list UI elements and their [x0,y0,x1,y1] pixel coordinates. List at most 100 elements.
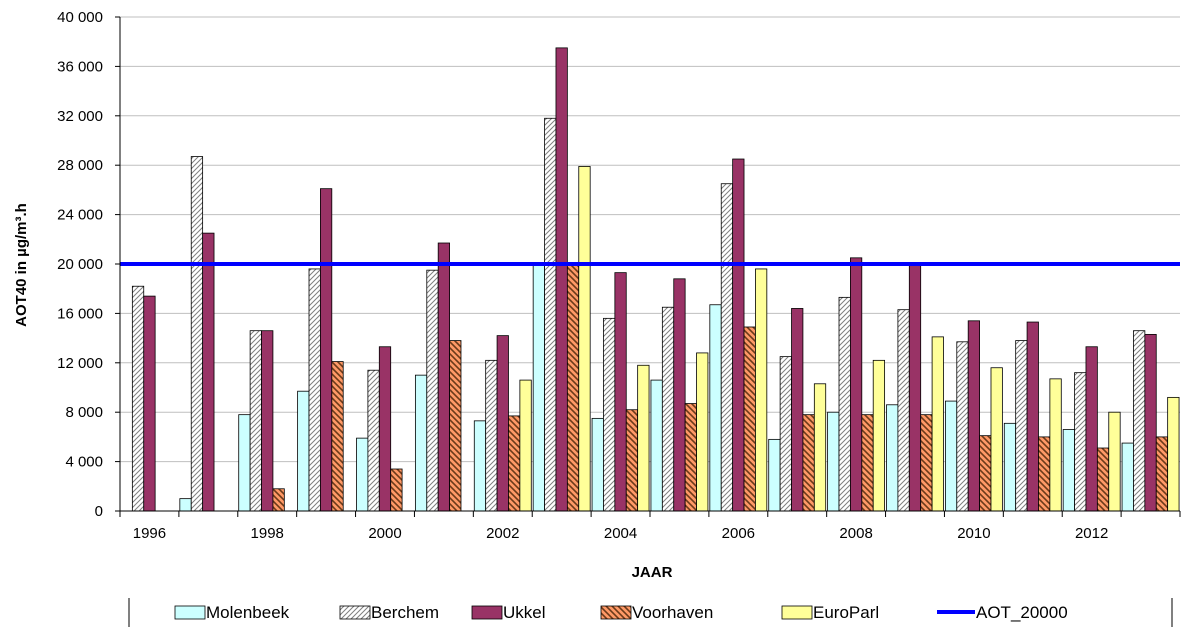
legend-swatch-molenbeek [175,606,205,619]
bar-berchem-1998 [250,331,261,511]
bar-voorhaven-2009 [921,415,932,511]
legend-swatch-voorhaven [601,606,631,619]
bar-molenbeek-2012 [1063,429,1074,511]
bar-europarl-2004 [638,365,649,511]
bar-berchem-2012 [1075,373,1086,511]
bar-molenbeek-2008 [828,412,839,511]
bar-ukkel-2006 [733,159,744,511]
bar-voorhaven-2002 [508,416,519,511]
bar-berchem-1996 [132,286,143,511]
bar-voorhaven-2011 [1038,437,1049,511]
x-tick-label: 2006 [722,525,755,542]
bar-voorhaven-2007 [803,415,814,511]
bar-berchem-2006 [721,184,732,511]
bar-voorhaven-2001 [450,341,461,511]
bar-europarl-2010 [991,368,1002,511]
bar-molenbeek-2004 [592,418,603,511]
bar-ukkel-2010 [968,321,979,511]
bar-voorhaven-2008 [862,415,873,511]
y-tick-label: 36 000 [57,58,103,75]
bar-ukkel-2003 [556,48,567,511]
legend-label-molenbeek: Molenbeek [206,603,290,622]
bar-europarl-2011 [1050,379,1061,511]
bar-ukkel-2007 [792,308,803,511]
bar-europarl-2013 [1168,397,1179,511]
x-tick-label: 2010 [957,525,990,542]
bar-ukkel-2008 [850,258,861,511]
legend-label-berchem: Berchem [371,603,439,622]
x-tick-label: 2002 [486,525,519,542]
bar-europarl-2002 [520,380,531,511]
bar-voorhaven-2000 [391,469,402,511]
bar-ukkel-2001 [438,243,449,511]
bar-berchem-2002 [486,360,497,511]
bar-ukkel-2004 [615,273,626,511]
bar-ukkel-2011 [1027,322,1038,511]
y-tick-label: 40 000 [57,9,103,26]
legend-swatch-ukkel [472,606,502,619]
y-tick-label: 12 000 [57,355,103,372]
bar-berchem-2011 [1016,341,1027,511]
bar-ukkel-2009 [909,264,920,511]
legend-swatch-berchem [340,606,370,619]
bar-berchem-2013 [1133,331,1144,511]
bar-molenbeek-2001 [415,375,426,511]
bar-molenbeek-2005 [651,380,662,511]
bar-molenbeek-1997 [180,499,191,511]
bar-berchem-2010 [957,342,968,511]
bar-europarl-2006 [755,269,766,511]
bar-berchem-2000 [368,370,379,511]
bar-molenbeek-2013 [1122,443,1133,511]
bar-ukkel-1998 [262,331,273,511]
x-tick-label: 2000 [368,525,401,542]
bar-molenbeek-2003 [533,264,544,511]
bar-berchem-2008 [839,297,850,511]
y-tick-label: 0 [95,503,103,520]
y-tick-label: 20 000 [57,256,103,273]
bar-berchem-2001 [427,270,438,511]
bar-molenbeek-2010 [945,401,956,511]
legend-label-aot-20000: AOT_20000 [976,603,1068,622]
legend-swatch-europarl [782,606,812,619]
bar-molenbeek-2002 [474,421,485,511]
x-tick-label: 2012 [1075,525,1108,542]
bar-berchem-1997 [191,157,202,511]
y-tick-label: 28 000 [57,157,103,174]
y-tick-label: 32 000 [57,108,103,125]
bar-berchem-2005 [662,307,673,511]
bar-ukkel-2002 [497,336,508,511]
bar-ukkel-1997 [203,233,214,511]
legend-label-ukkel: Ukkel [503,603,546,622]
bar-voorhaven-2004 [626,410,637,511]
bar-molenbeek-1998 [239,415,250,511]
legend-label-europarl: EuroParl [813,603,879,622]
y-tick-label: 24 000 [57,207,103,224]
bar-berchem-2003 [545,118,556,511]
legend-label-voorhaven: Voorhaven [632,603,713,622]
y-tick-label: 16 000 [57,305,103,322]
bar-voorhaven-2005 [685,404,696,511]
bar-ukkel-1996 [144,296,155,511]
bar-voorhaven-2006 [744,327,755,511]
bar-voorhaven-2012 [1097,448,1108,511]
bar-voorhaven-1999 [332,362,343,511]
x-tick-label: 2004 [604,525,637,542]
bar-molenbeek-2000 [357,438,368,511]
bar-berchem-2004 [603,318,614,511]
x-tick-label: 1998 [251,525,284,542]
bar-europarl-2008 [873,360,884,511]
bar-voorhaven-1998 [273,489,284,511]
bar-voorhaven-2003 [567,264,578,511]
bar-molenbeek-1999 [298,391,309,511]
y-axis-title: AOT40 in µg/m³.h [13,203,30,327]
bar-molenbeek-2011 [1004,423,1015,511]
bar-voorhaven-2010 [980,436,991,511]
bars [132,48,1179,511]
bar-berchem-1999 [309,269,320,511]
x-axis-title: JAAR [632,564,673,581]
bar-europarl-2003 [579,166,590,511]
bar-berchem-2007 [780,357,791,511]
bar-molenbeek-2009 [887,405,898,511]
bar-europarl-2009 [932,337,943,511]
